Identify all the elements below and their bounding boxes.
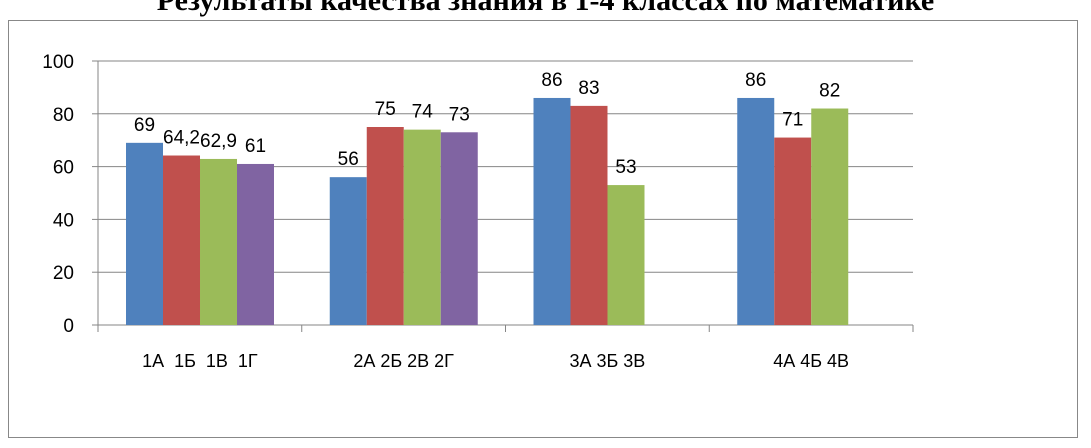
data-label: 56 (338, 149, 359, 170)
bar-2-0 (533, 97, 571, 326)
bar-2-1 (570, 105, 608, 325)
data-label: 62,9 (200, 131, 237, 152)
bar-1-1 (366, 127, 404, 325)
category-label: 2А 2Б 2В 2Г (353, 351, 454, 371)
category-label: 3А 3Б 3В (569, 351, 645, 371)
bar-0-0 (126, 142, 163, 325)
bar-1-2 (403, 129, 441, 325)
data-label: 73 (449, 104, 470, 125)
bar-2-2 (607, 185, 645, 325)
bar-3-1 (774, 137, 812, 325)
bar-3-0 (737, 97, 775, 326)
bar-0-2 (200, 158, 237, 325)
data-label: 82 (819, 81, 840, 102)
y-tick-label: 40 (53, 210, 74, 231)
data-label: 61 (245, 136, 266, 157)
bar-1-3 (440, 132, 478, 325)
data-label: 86 (541, 70, 562, 91)
chart-title: Результаты качества знания в 1-4 классах… (156, 0, 935, 17)
y-tick-label: 20 (53, 263, 74, 284)
y-tick-label: 0 (63, 316, 74, 337)
bar-1-0 (329, 177, 367, 325)
data-label: 75 (375, 99, 396, 120)
bar-3-2 (811, 108, 849, 326)
data-label: 83 (578, 78, 599, 99)
data-label: 71 (782, 110, 803, 131)
data-label: 64,2 (163, 128, 200, 149)
data-label: 86 (745, 70, 766, 91)
category-label: 4А 4Б 4В (773, 351, 849, 371)
bar-0-3 (237, 163, 274, 325)
bar-0-1 (163, 155, 200, 325)
y-tick-label: 100 (42, 52, 74, 73)
y-tick-label: 60 (53, 158, 74, 179)
data-label: 74 (412, 102, 434, 123)
y-tick-label: 80 (53, 105, 74, 126)
data-label: 69 (134, 115, 155, 136)
category-label: 1А 1Б 1В 1Г (142, 351, 258, 371)
data-label: 53 (615, 157, 636, 178)
